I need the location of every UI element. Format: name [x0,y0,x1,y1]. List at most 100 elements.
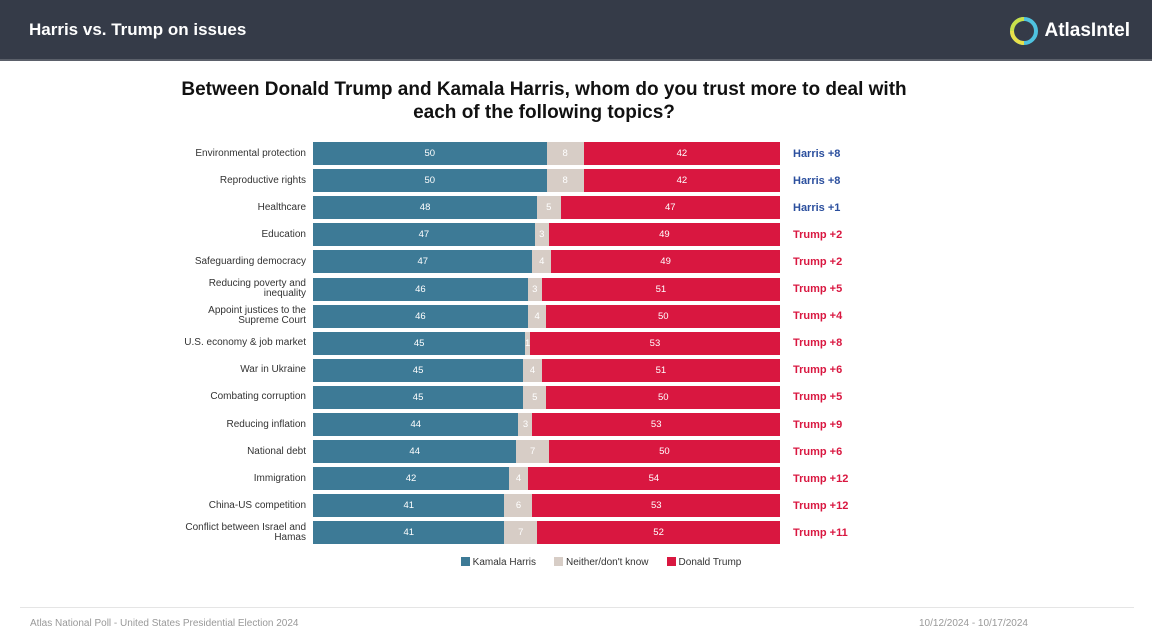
harris-segment: 41 [313,521,505,545]
lead-label: Trump +11 [793,526,848,539]
category-label: Reducing inflation [226,418,307,430]
trump-segment: 53 [529,331,780,355]
legend-label: Neither/don't know [566,557,649,568]
chart-row: National debt 44 7 50 Trump +6 [0,440,1152,464]
lead-label: Trump +6 [793,445,843,458]
trump-segment: 50 [546,385,780,409]
category-label: Environmental protection [195,147,306,159]
lead-label: Harris +1 [793,201,841,214]
category-label: U.S. economy & job market [184,337,306,349]
harris-segment: 41 [313,494,505,518]
neither-segment: 3 [518,413,533,436]
chart-row: Reducing poverty and inequality 46 3 51 Trum… [0,277,1152,301]
legend-swatch [666,557,676,566]
atlas-logo-icon [1010,17,1039,45]
neither-segment: 5 [523,385,547,409]
stacked-bar: 42 4 54 [313,467,780,491]
neither-segment: 7 [516,440,549,464]
trump-segment: 50 [546,304,780,328]
lead-label: Trump +5 [793,391,843,404]
chart-title: Between Donald Trump and Kamala Harris, … [181,79,907,123]
stacked-bar: 45 5 50 [313,385,780,409]
neither-segment: 5 [537,196,561,220]
stacked-bar: 47 3 49 [313,223,780,247]
trump-segment: 53 [532,413,780,436]
chart-row: Combating corruption 45 5 50 Trump +5 [0,385,1152,409]
category-label: Conflict between Israel and Hamas [185,521,306,543]
header-bar: Harris vs. Trump on issues AtlasIntel [0,0,1152,61]
lead-label: Trump +2 [793,255,843,268]
chart-row: China-US competition 41 6 53 Trump +12 [0,494,1152,518]
neither-segment: 8 [546,169,584,193]
trump-segment: 51 [541,277,780,301]
harris-segment: 48 [313,196,538,220]
stacked-bar: 44 7 50 [313,440,780,464]
legend-swatch [460,557,470,566]
harris-segment: 50 [313,142,547,165]
category-label: Combating corruption [210,391,306,403]
footer-divider [20,607,1134,608]
page-title: Harris vs. Trump on issues [29,20,247,39]
trump-segment: 53 [532,494,780,518]
trump-segment: 51 [541,358,780,382]
neither-segment: 4 [523,358,542,382]
neither-segment: 4 [527,304,547,328]
stacked-bar: 45 4 51 [313,358,780,382]
legend-label: Donald Trump [678,557,742,568]
footer-source: Atlas National Poll - United States Pres… [30,618,299,629]
category-label: Reproductive rights [219,174,306,186]
category-label: Reducing poverty and inequality [208,278,306,299]
lead-label: Trump +9 [793,418,843,431]
neither-segment: 4 [509,467,528,491]
chart-row: Immigration 42 4 54 Trump +12 [0,467,1152,491]
chart-row: Reproductive rights 50 8 42 Harris +8 [0,169,1152,193]
legend-item-harris: Kamala Harris [460,557,537,568]
legend-label: Kamala Harris [472,557,537,568]
legend-item-neither: Neither/don't know [554,557,649,568]
harris-segment: 47 [313,250,533,274]
stacked-bar: 46 4 50 [313,304,780,328]
category-label: Appoint justices to the Supreme Court [208,305,306,327]
category-label: China-US competition [208,499,306,511]
legend-swatch [554,557,564,566]
chart-row: Conflict between Israel and Hamas 41 7 52 Tr… [0,521,1152,545]
lead-label: Trump +12 [793,472,849,485]
category-label: Education [261,228,306,240]
chart-row: War in Ukraine 45 4 51 Trump +6 [0,358,1152,382]
chart-row: Education 47 3 49 Trump +2 [0,223,1152,247]
harris-segment: 46 [313,277,528,301]
neither-segment: 1 [525,331,530,355]
stacked-bar: 50 8 42 [313,142,780,165]
stacked-bar: 47 4 49 [313,250,780,274]
category-label: Immigration [253,472,306,484]
chart-row: Healthcare 48 5 47 Harris +1 [0,196,1152,220]
chart-row: Safeguarding democracy 47 4 49 Trump +2 [0,250,1152,274]
harris-segment: 46 [313,304,528,328]
neither-segment: 3 [527,277,542,301]
trump-segment: 42 [583,169,780,193]
atlasintel-logo: AtlasIntel [1010,17,1130,45]
category-label: Healthcare [257,201,306,213]
stacked-bar: 50 8 42 [313,169,780,193]
lead-label: Trump +12 [793,499,849,512]
lead-label: Trump +6 [793,364,843,377]
chart-row: Environmental protection 50 8 42 Harris +8 [0,142,1152,165]
trump-segment: 52 [537,521,780,545]
stacked-bar: 45 1 53 [313,331,780,355]
category-label: Safeguarding democracy [194,255,306,267]
neither-segment: 4 [532,250,552,274]
trump-segment: 54 [527,467,780,491]
stacked-bar: 48 5 47 [313,196,780,220]
trump-segment: 42 [583,142,780,165]
trump-segment: 47 [560,196,780,220]
chart-row: U.S. economy & job market 45 1 53 Trump +8 [0,331,1152,355]
category-label: War in Ukraine [240,364,306,376]
neither-segment: 7 [504,521,538,545]
neither-segment: 6 [504,494,533,518]
category-label: National debt [247,445,306,457]
lead-label: Trump +5 [793,283,843,295]
harris-segment: 45 [313,331,526,355]
harris-segment: 42 [313,467,510,491]
stacked-bar: 44 3 53 [313,413,780,436]
stacked-bar: 46 3 51 [313,277,780,301]
